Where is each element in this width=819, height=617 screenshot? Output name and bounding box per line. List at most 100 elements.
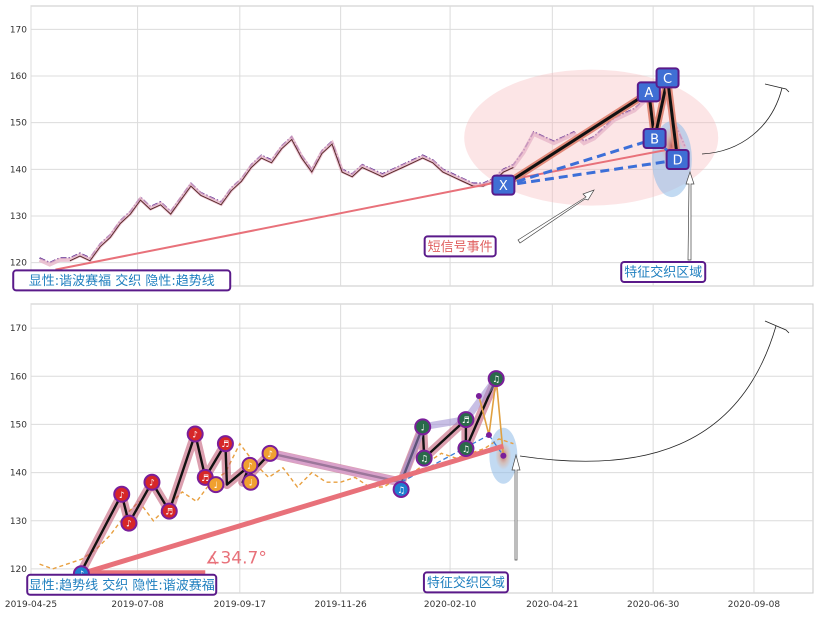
- pattern-caption: 显性:谐波赛福 交织 隐性:趋势线: [29, 273, 215, 289]
- short-signal-label: 短信号事件: [428, 240, 493, 255]
- y-tick-label: 150: [10, 119, 27, 129]
- note-glyph-icon: ♫: [397, 486, 405, 496]
- short-signal-label-box: [423, 235, 497, 258]
- note-glyph-icon: ♪: [267, 450, 273, 460]
- harmonic-point: [475, 392, 482, 399]
- x-tick-label: 2020-04-21: [526, 600, 578, 610]
- pattern-point-box: [491, 174, 516, 196]
- note-marker: [160, 502, 178, 520]
- projection-cap: [764, 83, 790, 93]
- note-glyph-icon: ♩: [214, 481, 218, 491]
- note-marker: [487, 370, 505, 388]
- y-tick-label: 120: [10, 259, 27, 269]
- feature-zone-label: 特征交织区域: [427, 575, 505, 591]
- y-tick-label: 140: [10, 469, 27, 479]
- note-glyph-icon: ♪: [247, 462, 253, 472]
- note-marker: [241, 456, 259, 474]
- projection-cap: [764, 320, 790, 334]
- note-glyph-icon: ♬: [221, 440, 229, 450]
- note-marker: [415, 449, 433, 467]
- note-glyph-icon: ♩: [249, 479, 253, 489]
- zone-arrow: [511, 453, 521, 561]
- y-tick-label: 170: [10, 324, 27, 334]
- y-tick-label: 130: [10, 517, 27, 527]
- note-glyph-icon: ♪: [149, 479, 155, 489]
- x-tick-label: 2019-11-26: [314, 600, 367, 610]
- projection-curve: [519, 325, 777, 462]
- text-layer: 120 130 140 150 160 170 120 130 140 150 160 170 2019…: [5, 25, 781, 610]
- note-glyph-icon: ♪: [119, 491, 125, 501]
- pattern-point-box: [636, 81, 661, 103]
- note-glyph-icon: ♬: [201, 474, 209, 484]
- note-marker: [414, 418, 432, 436]
- note-marker: [457, 411, 475, 429]
- trend-angle-label: ∡34.7°: [205, 549, 267, 569]
- note-marker: [120, 514, 138, 532]
- x-tick-label: 2019-09-17: [214, 600, 266, 610]
- pattern-point-label: C: [663, 72, 672, 87]
- note-glyph-icon: ♫: [492, 375, 500, 385]
- trendline: [55, 180, 504, 271]
- pattern-point-box: [655, 67, 680, 89]
- y-tick-label: 150: [10, 420, 27, 430]
- x-tick-label: 2019-07-08: [111, 600, 164, 610]
- note-marker: [207, 476, 225, 494]
- series-line: [39, 438, 514, 570]
- projection-curve: [701, 87, 783, 155]
- pattern-ratio-xd: [503, 158, 678, 188]
- y-tick-label: 120: [10, 565, 27, 575]
- x-tick-label: 2020-06-30: [627, 600, 680, 610]
- note-glyph-icon: ♬: [165, 508, 173, 518]
- background-layer: [30, 5, 814, 594]
- note-marker: [186, 425, 204, 443]
- pattern-point-box: [642, 128, 667, 149]
- pattern-point-label: X: [499, 179, 508, 194]
- note-glyph-icon: ♩: [421, 423, 425, 433]
- pattern-ratio-xb: [502, 137, 656, 188]
- y-tick-label: 140: [10, 165, 27, 175]
- pattern-point-label: D: [673, 154, 683, 169]
- harmonic-tail: [478, 378, 505, 456]
- event-arrow: [517, 189, 595, 244]
- note-marker: [242, 473, 260, 491]
- note-glyph-icon: ♫: [462, 445, 470, 455]
- note-glyph-icon: ♪: [192, 431, 198, 441]
- feature-zone-label: 特征交织区域: [624, 265, 702, 281]
- feature-zone-label-box: [620, 261, 707, 283]
- note-glyph-icon: ♫: [420, 455, 428, 465]
- price-fit-line: [69, 138, 514, 262]
- harmonic-point: [485, 432, 492, 439]
- note-marker: [216, 435, 234, 453]
- note-glyph-icon: ♪: [126, 520, 132, 530]
- pattern-caption-box: [26, 573, 218, 596]
- note-marker: [143, 473, 161, 491]
- note-marker: [113, 485, 131, 503]
- y-tick-label: 130: [10, 212, 27, 222]
- late-swing-halo: [397, 376, 499, 484]
- x-tick-label: 2020-09-08: [728, 600, 781, 610]
- y-tick-label: 170: [10, 25, 27, 35]
- x-tick-label: 2020-02-10: [424, 600, 477, 610]
- bridge-segment: [269, 449, 402, 487]
- note-marker: [457, 440, 475, 457]
- pattern-leg-cd: [666, 78, 680, 161]
- pattern-point-box: [665, 149, 690, 170]
- pattern-leg-xa: [502, 91, 650, 187]
- y-tick-label: 160: [10, 372, 27, 382]
- pattern-point-label: A: [644, 86, 653, 101]
- feature-zone-label-box: [422, 571, 509, 594]
- trendline: [80, 443, 505, 577]
- pattern-caption-box: [12, 269, 232, 292]
- pattern-caption: 显性:趋势线 交织 隐性:谐波赛福: [29, 577, 215, 593]
- harmonic-point: [500, 452, 507, 459]
- pattern-point-label: B: [650, 133, 659, 148]
- note-glyph-icon: ♬: [462, 416, 470, 426]
- note-marker: [392, 480, 410, 498]
- zone-arrow: [685, 170, 695, 261]
- y-tick-label: 160: [10, 72, 27, 82]
- marks-layer: ♪♪♪♬♪♬♬♩♪♩♪♫♩♫♬♫♫♪: [12, 67, 790, 596]
- harmonic-dash: [488, 434, 504, 457]
- x-tick-label: 2019-04-25: [5, 600, 57, 610]
